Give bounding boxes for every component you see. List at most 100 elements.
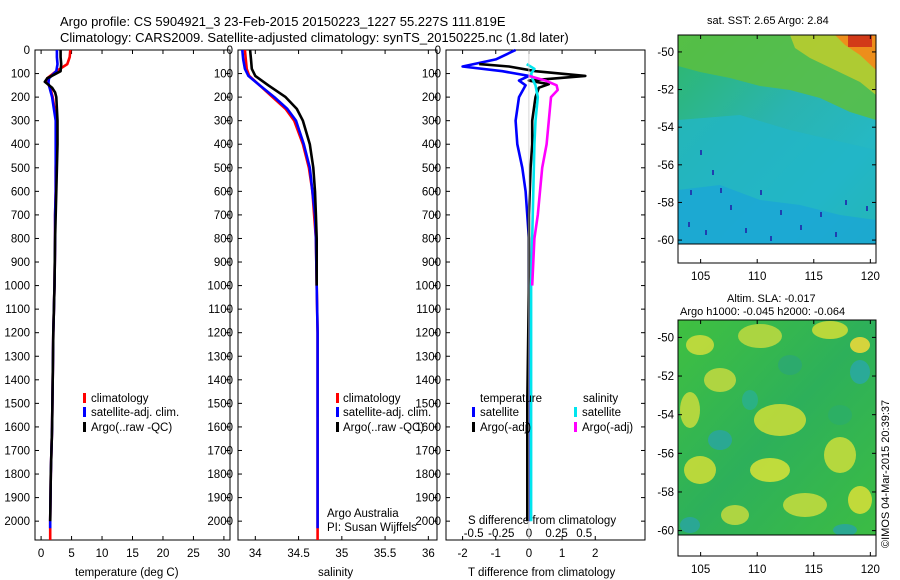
sla-blob bbox=[721, 505, 749, 525]
sst-lon-ticks: 105 110 115 120 bbox=[691, 35, 880, 283]
lon-tick-label: 105 bbox=[691, 564, 710, 576]
depth-tick-label: 1500 bbox=[4, 398, 30, 410]
sst-speck bbox=[720, 188, 722, 193]
x-tick-label: -1 bbox=[491, 548, 501, 560]
legend-label-temp-argo: Argo(-adj) bbox=[480, 422, 531, 434]
sst-speck bbox=[712, 170, 714, 175]
sst-speck bbox=[780, 210, 782, 215]
depth-tick-label: 1900 bbox=[4, 493, 30, 505]
timestamp: ©IMOS 04-Mar-2015 20:39:37 bbox=[880, 400, 892, 548]
lat-tick-label: -54 bbox=[657, 122, 674, 134]
legend-title-temperature: temperature bbox=[480, 393, 542, 405]
x-tick-label: 35 bbox=[335, 548, 348, 560]
depth-tick-label: 1100 bbox=[208, 304, 233, 316]
depth-tick-label: 1200 bbox=[207, 328, 233, 340]
legend-swatch-argo bbox=[336, 422, 339, 432]
depth-tick-label: 700 bbox=[11, 210, 30, 222]
legend-label-climatology: climatology bbox=[343, 393, 401, 405]
sst-map-title: sat. SST: 2.65 Argo: 2.84 bbox=[707, 15, 829, 27]
sla-blob bbox=[828, 405, 852, 425]
legend-title-salinity: salinity bbox=[583, 393, 618, 405]
depth-tick-label: 1700 bbox=[415, 445, 441, 457]
sla-blob bbox=[783, 493, 827, 517]
depth-tick-label: 1900 bbox=[415, 493, 441, 505]
difference-axes-box bbox=[445, 49, 646, 541]
difference-lines bbox=[461, 48, 587, 540]
sst-speck bbox=[700, 150, 702, 155]
depth-tick-label: 2000 bbox=[207, 516, 233, 528]
temperature-axes-box bbox=[34, 49, 231, 541]
depth-tick-label: 600 bbox=[11, 186, 30, 198]
depth-tick-label: 1200 bbox=[4, 328, 30, 340]
salinity-panel: 0100200300400500600700800900100011001200… bbox=[207, 45, 438, 579]
legend-label-satellite: satellite-adj. clim. bbox=[91, 407, 179, 419]
sla-map-axes bbox=[677, 319, 877, 557]
legend-label-sal-argo: Argo(-adj) bbox=[582, 422, 633, 434]
lon-tick-label: 110 bbox=[748, 271, 766, 283]
temperature-depth-ticks: 0100200300400500600700800900100011001200… bbox=[4, 45, 230, 528]
legend-swatch-climatology bbox=[83, 393, 86, 403]
depth-tick-label: 900 bbox=[214, 257, 233, 269]
depth-tick-label: 900 bbox=[422, 257, 441, 269]
legend-swatch-sal-argo bbox=[574, 422, 577, 432]
sst-speck bbox=[745, 228, 747, 233]
depth-tick-label: 1500 bbox=[207, 398, 233, 410]
x-tick-label: -2 bbox=[457, 548, 467, 560]
lat-tick-label: -54 bbox=[657, 410, 674, 422]
depth-tick-label: 1000 bbox=[207, 281, 233, 293]
depth-tick-label: 600 bbox=[214, 186, 233, 198]
depth-tick-label: 2000 bbox=[4, 516, 30, 528]
depth-tick-label: 900 bbox=[11, 257, 30, 269]
series-line-argo-raw-qc bbox=[248, 49, 319, 286]
legend-swatch-satellite bbox=[336, 407, 339, 417]
difference-depth-ticks: 0 100 200 300 400 500 600 700 800 900 1000 1100 1200… bbox=[415, 45, 645, 528]
sst-speck bbox=[845, 200, 847, 205]
sst-lat-ticks: -50 -52 -54 -56 -58 -60 bbox=[657, 47, 876, 247]
sst-speck bbox=[688, 222, 690, 227]
series-line-salinity-satellite bbox=[526, 62, 540, 522]
depth-tick-label: 1300 bbox=[4, 351, 30, 363]
depth-tick-label: 1300 bbox=[207, 351, 233, 363]
depth-tick-label: 200 bbox=[11, 92, 30, 104]
legend-label-argo: Argo(..raw -QC) bbox=[91, 422, 172, 434]
x-tick-label: 0 bbox=[526, 548, 532, 560]
depth-tick-label: 400 bbox=[214, 139, 233, 151]
sla-blob bbox=[754, 404, 806, 436]
depth-tick-label: 400 bbox=[11, 139, 30, 151]
depth-tick-label: 500 bbox=[422, 163, 441, 175]
series-line-satellite-adj-clim bbox=[47, 50, 59, 529]
title-line-1: Argo profile: CS 5904921_3 23-Feb-2015 2… bbox=[60, 14, 506, 29]
depth-tick-label: 800 bbox=[422, 233, 441, 245]
salinity-diff-tick-label: -0.5 bbox=[464, 528, 484, 540]
depth-tick-label: 1700 bbox=[4, 445, 30, 457]
x-tick-label: 20 bbox=[157, 548, 170, 560]
depth-tick-label: 1800 bbox=[207, 469, 233, 481]
depth-tick-label: 0 bbox=[227, 45, 233, 57]
sla-map-title-1: Altim. SLA: -0.017 bbox=[727, 293, 816, 305]
legend-label-sal-satellite: satellite bbox=[582, 407, 621, 419]
sst-speck bbox=[800, 225, 802, 230]
lon-tick-label: 120 bbox=[861, 564, 880, 576]
lat-tick-label: -50 bbox=[657, 332, 674, 344]
depth-tick-label: 300 bbox=[214, 116, 233, 128]
sst-map-axes bbox=[677, 34, 877, 264]
sst-speck bbox=[770, 236, 772, 241]
lon-tick-label: 110 bbox=[748, 564, 766, 576]
sla-blob bbox=[680, 517, 700, 533]
salinity-difference-label: S difference from climatology bbox=[468, 515, 616, 527]
sla-blob bbox=[850, 337, 870, 353]
depth-tick-label: 1400 bbox=[415, 375, 441, 387]
depth-tick-label: 1600 bbox=[415, 422, 441, 434]
salinity-diff-tick-label: 0.25 bbox=[545, 528, 567, 540]
lon-tick-label: 120 bbox=[861, 271, 880, 283]
salinity-lines bbox=[241, 49, 319, 540]
sla-blob bbox=[738, 324, 782, 348]
sla-field bbox=[678, 320, 876, 535]
x-tick-label: 2 bbox=[592, 548, 598, 560]
depth-tick-label: 500 bbox=[214, 163, 233, 175]
depth-tick-label: 1800 bbox=[415, 469, 441, 481]
sst-speck bbox=[690, 190, 692, 195]
sla-map: Altim. SLA: -0.017 Argo h1000: -0.045 h2… bbox=[657, 293, 880, 576]
sla-blob bbox=[680, 392, 700, 428]
depth-tick-label: 200 bbox=[422, 92, 441, 104]
